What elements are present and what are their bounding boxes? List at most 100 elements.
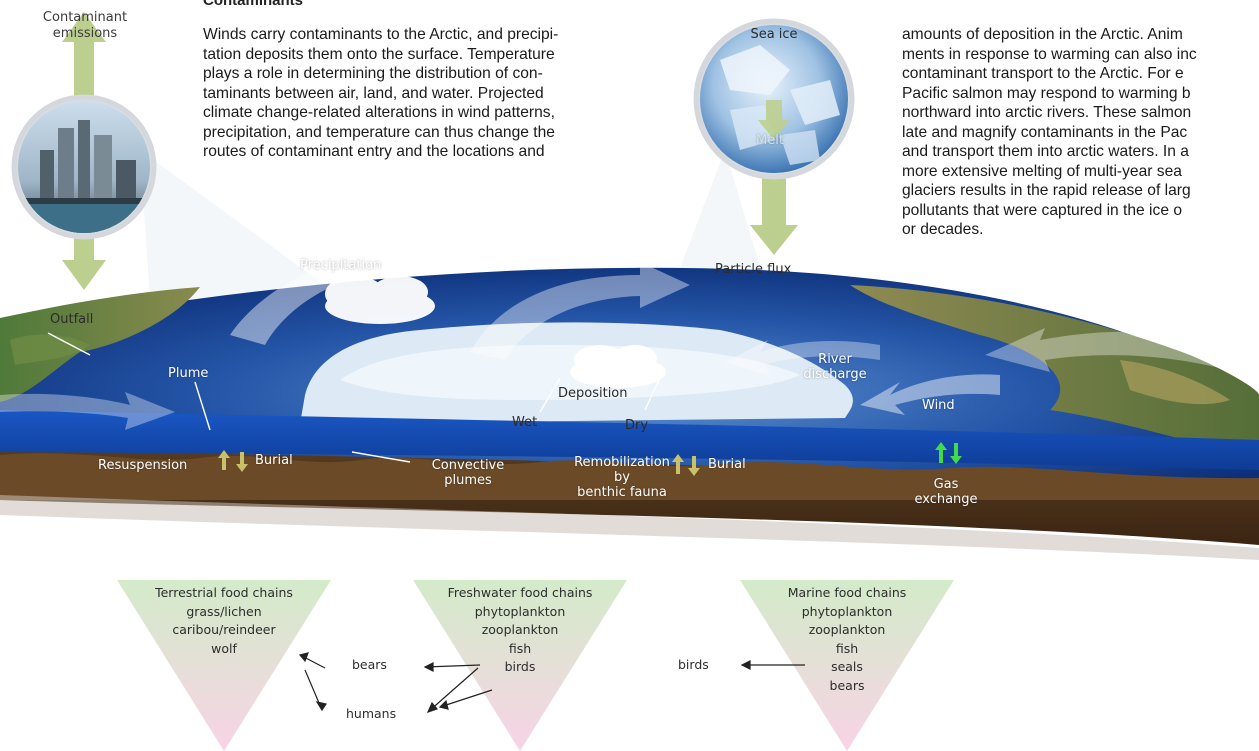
- food-chain-item: caribou/reindeer: [172, 622, 276, 637]
- freshwater-food-chain: Freshwater food chains phytoplankton zoo…: [413, 584, 627, 677]
- food-chain-item: wolf: [211, 640, 237, 656]
- paragraph-line: glaciers results in the rapid release of…: [902, 182, 1191, 199]
- bears-link-label: bears: [352, 657, 387, 672]
- wet-label: Wet: [512, 415, 538, 430]
- light-beam: [668, 150, 770, 300]
- sea-ice-label: Sea ice: [750, 27, 798, 42]
- label-line: discharge: [803, 367, 867, 382]
- particle-flux-label: Particle flux: [715, 262, 792, 277]
- label-line: benthic fauna: [577, 485, 667, 500]
- sea-ice-photo-ring: [693, 18, 855, 180]
- food-chain-item: grass/lichen: [186, 603, 262, 619]
- wind-arrow: [725, 340, 880, 376]
- land-right: [850, 285, 1259, 460]
- sea-ice-photo: [700, 25, 848, 173]
- precipitation-arrow: [470, 262, 690, 360]
- convective-plumes-label: Convective plumes: [418, 458, 518, 488]
- label-line: Convective: [431, 458, 505, 473]
- paragraph-line: or decades.: [902, 221, 984, 238]
- food-chain-item: fish: [835, 640, 859, 656]
- label-line: Contaminant: [42, 10, 128, 25]
- food-chain-title: Freshwater food chains: [447, 585, 593, 600]
- land-right-detail: [1120, 360, 1230, 405]
- precipitation-arrow: [230, 228, 480, 345]
- remobilization-label: Remobilization by benthic fauna: [567, 455, 677, 500]
- label-line: Remobilization by: [574, 455, 670, 485]
- paragraph-line: tation deposits them onto the surface. T…: [203, 45, 555, 63]
- paragraph-line: taminants between air, land, and water. …: [203, 84, 544, 102]
- burial-arrow-icon: [688, 456, 700, 476]
- food-chain-item: phytoplankton: [801, 603, 893, 619]
- paragraph-line: plays a role in determining the distribu…: [203, 65, 543, 82]
- terrestrial-triangle: [117, 580, 331, 751]
- humans-link-label: humans: [346, 706, 397, 721]
- section-heading: Contaminants: [203, 0, 304, 9]
- seabed-shadow: [0, 495, 1259, 560]
- remobilization-arrow-icon: [672, 454, 684, 474]
- resuspension-label: Resuspension: [98, 458, 188, 473]
- emissions-arrow-down: [62, 230, 106, 290]
- river-discharge-label: River discharge: [790, 352, 880, 382]
- paragraph-line: routes of contaminant entry and the loca…: [203, 143, 545, 160]
- terrestrial-food-chain: Terrestrial food chains grass/lichen car…: [117, 584, 331, 658]
- cloud-left: [325, 276, 435, 324]
- gas-exchange-label: Gas exchange: [906, 477, 986, 507]
- resuspension-arrow-icon: [218, 450, 230, 470]
- food-chain-item: fish: [508, 640, 532, 656]
- food-chain-item: zooplankton: [481, 622, 559, 637]
- dry-label: Dry: [625, 418, 649, 433]
- water-band: [0, 410, 1259, 470]
- seabed-ridge: [0, 453, 1259, 500]
- melt-label: Melt: [756, 133, 784, 148]
- food-chain-item: zooplankton: [808, 622, 886, 637]
- pointer-line: [644, 377, 661, 411]
- paragraph-line: late and magnify contaminants in the Pac: [902, 123, 1188, 141]
- paragraph-line: Winds carry contaminants to the Arctic, …: [203, 26, 559, 43]
- paragraph-line: northward into arctic rivers. These salm…: [902, 104, 1192, 121]
- paragraph-line: climate change-related alterations in wi…: [203, 104, 555, 121]
- light-beam: [140, 150, 345, 300]
- marine-triangle: [740, 580, 954, 751]
- marine-food-chain: Marine food chains phytoplankton zooplan…: [740, 584, 954, 695]
- deposition-label: Deposition: [558, 386, 628, 401]
- birds-link-label: birds: [678, 657, 709, 672]
- pointer-line: [539, 377, 561, 413]
- contaminant-emissions-label: Contaminant emissions: [18, 10, 152, 42]
- freshwater-triangle: [413, 580, 627, 751]
- food-chain-item: birds: [504, 659, 536, 674]
- paragraph-line: precipitation, and temperature can thus …: [203, 123, 555, 141]
- paragraph-line: amounts of deposition in the Arctic. Ani…: [902, 26, 1183, 43]
- paragraph-line: more extensive melting of multi-year sea: [902, 162, 1182, 180]
- wind-label: Wind: [922, 398, 955, 413]
- wind-arrow: [860, 374, 1000, 415]
- food-chain-item: bears: [829, 677, 865, 693]
- paragraph-right: amounts of deposition in the Arctic. Ani…: [902, 25, 1259, 240]
- food-chain-item: seals: [831, 659, 863, 674]
- land-left: [0, 287, 200, 402]
- gas-exchange-up-icon: [935, 442, 947, 463]
- gas-exchange-down-icon: [950, 443, 962, 464]
- food-chain-title: Terrestrial food chains: [155, 585, 293, 600]
- food-chain-title: Marine food chains: [787, 585, 907, 600]
- paragraph-line: ments in response to warming can also in…: [902, 45, 1197, 63]
- food-chain-arrows: [298, 652, 805, 713]
- burial-label-left: Burial: [255, 453, 293, 468]
- pointer-line: [47, 332, 91, 356]
- label-line: emissions: [52, 26, 118, 41]
- paragraph-line: contaminant transport to the Arctic. For…: [902, 65, 1184, 82]
- pointer-line: [194, 381, 211, 431]
- paragraph-line: and transport them into arctic waters. I…: [902, 143, 1189, 160]
- label-line: River: [818, 352, 852, 367]
- factory-photo: [18, 101, 150, 233]
- burial-arrow-icon: [236, 452, 248, 472]
- factory-photo-ring: [11, 94, 157, 240]
- sea-ice-highlight: [340, 345, 800, 400]
- wind-arrow: [985, 328, 1259, 380]
- outfall-label: Outfall: [50, 312, 94, 327]
- label-line: Gas: [933, 477, 959, 492]
- plume-label: Plume: [168, 366, 209, 381]
- paragraph-line: Pacific salmon may respond to warming b: [902, 84, 1191, 102]
- pointer-line: [351, 451, 411, 463]
- burial-label-right: Burial: [708, 457, 746, 472]
